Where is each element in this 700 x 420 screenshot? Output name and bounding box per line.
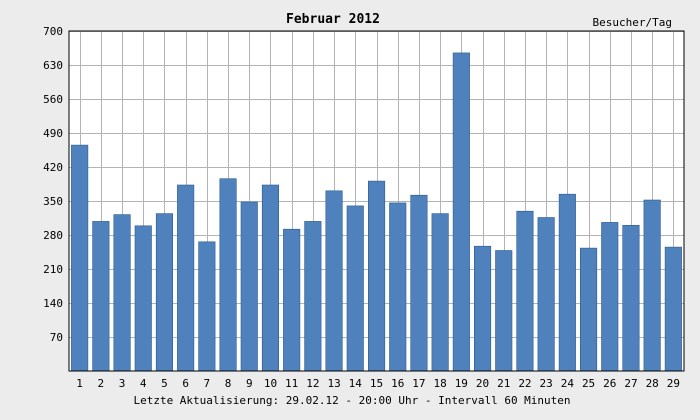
- x-tick-label: 10: [264, 377, 277, 390]
- bar: [452, 52, 470, 372]
- y-tick-label: 560: [43, 93, 63, 106]
- x-tick-label: 11: [285, 377, 298, 390]
- x-tick-label: 14: [349, 377, 363, 390]
- x-tick-labels: 1 2 3 4 5 6 7 8 9 10 11 12 13 14 15 16 17 18 19 20 21 22 23 24 2…: [76, 377, 680, 390]
- bar: [304, 221, 322, 372]
- x-tick-label: 7: [204, 377, 211, 390]
- y-tick-label: 350: [43, 195, 63, 208]
- x-tick-label: 16: [391, 377, 404, 390]
- y-tick-label: 630: [43, 59, 63, 72]
- x-tick-label: 17: [412, 377, 425, 390]
- y-tick-label: 420: [43, 161, 63, 174]
- bar: [410, 194, 428, 372]
- bar: [537, 217, 555, 372]
- bar: [198, 241, 216, 372]
- bars: [71, 52, 682, 372]
- x-tick-label: 15: [370, 377, 383, 390]
- x-tick-label: 8: [225, 377, 232, 390]
- bar: [643, 199, 661, 372]
- bar: [155, 213, 173, 372]
- y-tick-labels: 70 140 210 280 350 420 490 560 630 700: [43, 25, 63, 344]
- x-tick-label: 2: [97, 377, 104, 390]
- x-tick-label: 25: [582, 377, 595, 390]
- bar: [177, 184, 195, 372]
- x-tick-label: 26: [603, 377, 616, 390]
- bar: [558, 193, 576, 372]
- x-tick-label: 28: [646, 377, 659, 390]
- y-unit-label: Besucher/Tag: [593, 16, 672, 29]
- x-tick-label: 24: [561, 377, 575, 390]
- y-tick-label: 210: [43, 263, 63, 276]
- x-tick-label: 13: [327, 377, 340, 390]
- x-tick-label: 9: [246, 377, 253, 390]
- bar: [346, 205, 364, 372]
- bar: [325, 190, 343, 372]
- bar: [622, 225, 640, 372]
- bar: [261, 184, 280, 372]
- x-tick-label: 23: [540, 377, 553, 390]
- bar: [219, 178, 237, 372]
- x-tick-label: 6: [182, 377, 189, 390]
- bar: [92, 221, 110, 372]
- bar: [579, 247, 598, 372]
- bar: [283, 228, 301, 372]
- bar: [240, 201, 258, 372]
- y-tick-label: 700: [43, 25, 63, 38]
- bar: [367, 180, 386, 372]
- bar: [134, 225, 152, 372]
- x-tick-label: 20: [476, 377, 489, 390]
- y-tick-label: 280: [43, 229, 63, 242]
- x-tick-label: 1: [76, 377, 83, 390]
- bar: [71, 144, 89, 372]
- footer-note: Letzte Aktualisierung: 29.02.12 - 20:00 …: [133, 394, 570, 407]
- bar: [113, 214, 131, 372]
- x-tick-label: 3: [119, 377, 126, 390]
- x-tick-label: 22: [518, 377, 531, 390]
- y-tick-label: 70: [50, 331, 63, 344]
- bar: [473, 245, 492, 372]
- y-tick-label: 140: [43, 297, 63, 310]
- bar: [601, 222, 619, 372]
- x-tick-label: 21: [497, 377, 510, 390]
- bar: [495, 250, 513, 372]
- bar: [516, 210, 534, 372]
- x-tick-label: 19: [455, 377, 468, 390]
- x-tick-label: 29: [667, 377, 680, 390]
- x-tick-label: 27: [624, 377, 637, 390]
- bar: [431, 213, 449, 372]
- y-tick-label: 490: [43, 127, 63, 140]
- bar: [664, 246, 682, 372]
- x-tick-label: 5: [161, 377, 168, 390]
- chart-title: Februar 2012: [286, 12, 380, 27]
- x-tick-label: 12: [306, 377, 319, 390]
- x-tick-label: 4: [140, 377, 147, 390]
- plot-frame: [68, 30, 685, 372]
- bar: [389, 202, 407, 372]
- x-tick-label: 18: [433, 377, 446, 390]
